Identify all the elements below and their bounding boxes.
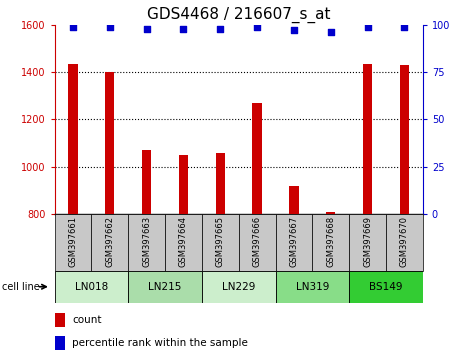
Text: GSM397668: GSM397668 <box>326 216 335 267</box>
Point <box>253 24 261 29</box>
Point <box>180 26 187 32</box>
Point <box>400 24 408 29</box>
Bar <box>165 214 202 271</box>
Bar <box>68 64 77 214</box>
Bar <box>349 214 386 271</box>
Bar <box>313 214 349 271</box>
Text: BS149: BS149 <box>369 282 403 292</box>
Bar <box>55 336 65 350</box>
Title: GDS4468 / 216607_s_at: GDS4468 / 216607_s_at <box>147 7 331 23</box>
Bar <box>326 212 335 214</box>
Bar <box>276 214 313 271</box>
Point <box>106 24 114 29</box>
Text: GSM397661: GSM397661 <box>68 216 77 267</box>
Text: LN319: LN319 <box>295 282 329 292</box>
Text: LN215: LN215 <box>148 282 182 292</box>
Bar <box>128 214 165 271</box>
Bar <box>349 271 423 303</box>
Bar <box>202 271 276 303</box>
Text: GSM397664: GSM397664 <box>179 216 188 267</box>
Text: GSM397665: GSM397665 <box>216 216 225 267</box>
Bar <box>202 214 238 271</box>
Bar <box>55 214 91 271</box>
Bar <box>216 153 225 214</box>
Point <box>217 26 224 32</box>
Bar <box>400 65 409 214</box>
Text: percentile rank within the sample: percentile rank within the sample <box>72 338 248 348</box>
Bar <box>363 64 372 214</box>
Bar <box>142 150 151 214</box>
Bar <box>276 271 349 303</box>
Bar <box>179 155 188 214</box>
Text: GSM397663: GSM397663 <box>142 216 151 267</box>
Bar <box>289 186 298 214</box>
Point <box>364 24 371 29</box>
Bar <box>253 103 262 214</box>
Point <box>327 29 334 35</box>
Bar <box>238 214 276 271</box>
Point <box>69 24 77 29</box>
Text: cell line: cell line <box>2 282 40 292</box>
Bar <box>55 271 128 303</box>
Bar <box>386 214 423 271</box>
Bar <box>55 313 65 327</box>
Text: GSM397669: GSM397669 <box>363 216 372 267</box>
Bar <box>128 271 202 303</box>
Text: count: count <box>72 315 102 325</box>
Text: LN018: LN018 <box>75 282 108 292</box>
Bar <box>91 214 128 271</box>
Bar <box>105 72 114 214</box>
Text: GSM397670: GSM397670 <box>400 216 409 267</box>
Point <box>290 28 298 33</box>
Text: GSM397666: GSM397666 <box>253 216 262 267</box>
Text: LN229: LN229 <box>222 282 256 292</box>
Text: GSM397667: GSM397667 <box>289 216 298 267</box>
Text: GSM397662: GSM397662 <box>105 216 114 267</box>
Point <box>143 26 151 32</box>
